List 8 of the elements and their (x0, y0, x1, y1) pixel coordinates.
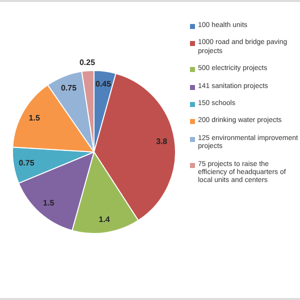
data-label: 0.25 (79, 58, 96, 67)
data-label: 1.5 (43, 198, 55, 208)
data-label: 0.45 (95, 79, 112, 88)
data-label: 1.4 (98, 214, 110, 224)
data-label: 3.8 (156, 136, 168, 146)
data-label: 0.75 (60, 84, 78, 93)
data-label: 0.75 (18, 158, 35, 168)
data-label: 1.5 (28, 114, 40, 123)
